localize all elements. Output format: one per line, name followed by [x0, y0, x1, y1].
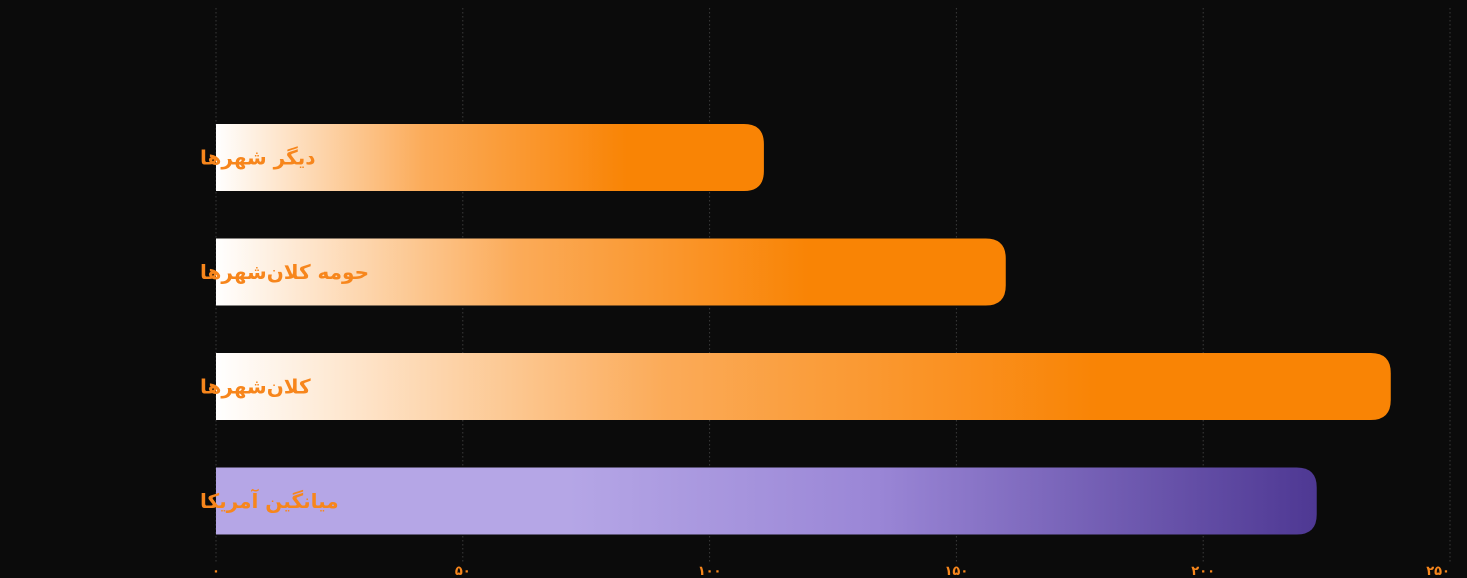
bar — [216, 353, 1391, 420]
x-tick-label: ۰ — [212, 564, 220, 578]
bar — [216, 238, 1006, 306]
category-labels: دیگر شهرها حومه کلان‌شهرها کلان‌شهرها میانگ… — [200, 146, 369, 514]
x-tick-label: ۲۵۰ — [1426, 564, 1450, 578]
category-label: میانگین آمریکا — [200, 488, 339, 513]
category-label: حومه کلان‌شهرها — [200, 260, 369, 284]
x-tick-label: ۵۰ — [455, 564, 471, 578]
bars — [216, 124, 1391, 535]
x-tick-label: ۲۰۰ — [1191, 564, 1215, 578]
category-label: دیگر شهرها — [200, 146, 316, 170]
x-tick-label: ۱۵۰ — [944, 564, 968, 578]
bar — [216, 467, 1317, 535]
category-label: کلان‌شهرها — [200, 375, 311, 399]
x-tick-label: ۱۰۰ — [698, 564, 722, 578]
bar — [216, 124, 764, 191]
x-axis-ticks: ۰ ۵۰ ۱۰۰ ۱۵۰ ۲۰۰ ۲۵۰ — [212, 564, 1450, 578]
